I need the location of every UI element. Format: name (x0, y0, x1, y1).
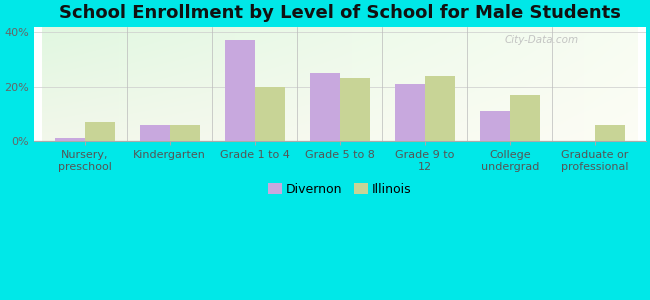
Legend: Divernon, Illinois: Divernon, Illinois (263, 178, 417, 201)
Title: School Enrollment by Level of School for Male Students: School Enrollment by Level of School for… (59, 4, 621, 22)
Bar (395, 84, 425, 141)
Bar (140, 125, 170, 141)
Bar (480, 111, 510, 141)
Text: City-Data.com: City-Data.com (504, 34, 579, 44)
Bar (340, 78, 370, 141)
Bar (255, 86, 285, 141)
Bar (595, 125, 625, 141)
Bar (310, 73, 340, 141)
Bar (84, 122, 114, 141)
Bar (225, 40, 255, 141)
Bar (170, 125, 200, 141)
Bar (55, 138, 84, 141)
Bar (425, 76, 454, 141)
Bar (510, 95, 540, 141)
